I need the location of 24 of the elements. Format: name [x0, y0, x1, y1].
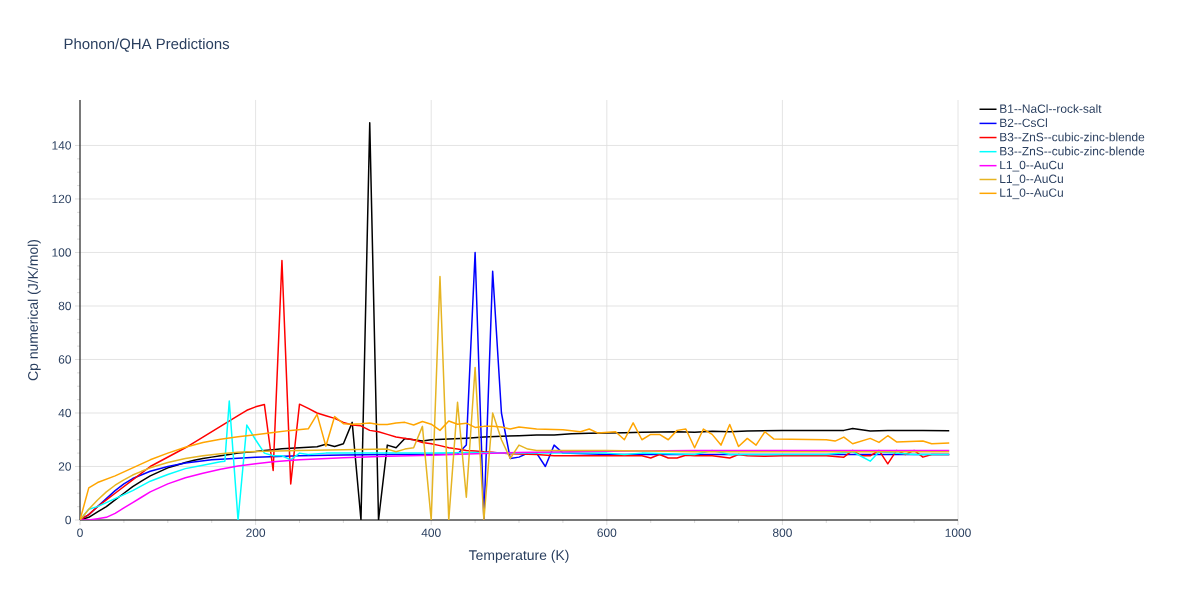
x-axis-title: Temperature (K) [468, 549, 569, 563]
x-tick-label: 200 [246, 528, 266, 537]
y-axis-title: Cp numerical (J/K/mol) [27, 239, 41, 381]
legend-label: L1_0--AuCu [1000, 188, 1063, 200]
y-tick-label: 0 [65, 515, 72, 525]
legend-label: B1--NaCl--rock-salt [1000, 104, 1102, 113]
chart-title: Phonon/QHA Predictions [64, 38, 230, 52]
y-tick-label: 40 [58, 408, 72, 418]
y-tick-label: 140 [52, 141, 72, 150]
legend-label: B3--ZnS--cubic-zinc-blende [1000, 146, 1145, 156]
legend-label: B3--ZnS--cubic-zinc-blende [1000, 132, 1145, 142]
legend-label: L1_0--AuCu [1000, 174, 1063, 186]
y-tick-label: 60 [58, 355, 72, 364]
legend-label: B2--CsCl [1000, 118, 1047, 128]
legend-label: L1_0--AuCu [1000, 160, 1063, 172]
y-tick-label: 100 [52, 248, 72, 257]
x-tick-label: 1000 [945, 528, 971, 537]
x-tick-label: 600 [597, 528, 617, 537]
x-tick-label: 0 [77, 528, 83, 537]
x-tick-label: 800 [772, 528, 792, 537]
x-tick-label: 400 [421, 528, 441, 537]
y-tick-label: 120 [52, 194, 72, 204]
y-tick-label: 20 [58, 462, 72, 471]
y-tick-label: 80 [58, 301, 72, 311]
